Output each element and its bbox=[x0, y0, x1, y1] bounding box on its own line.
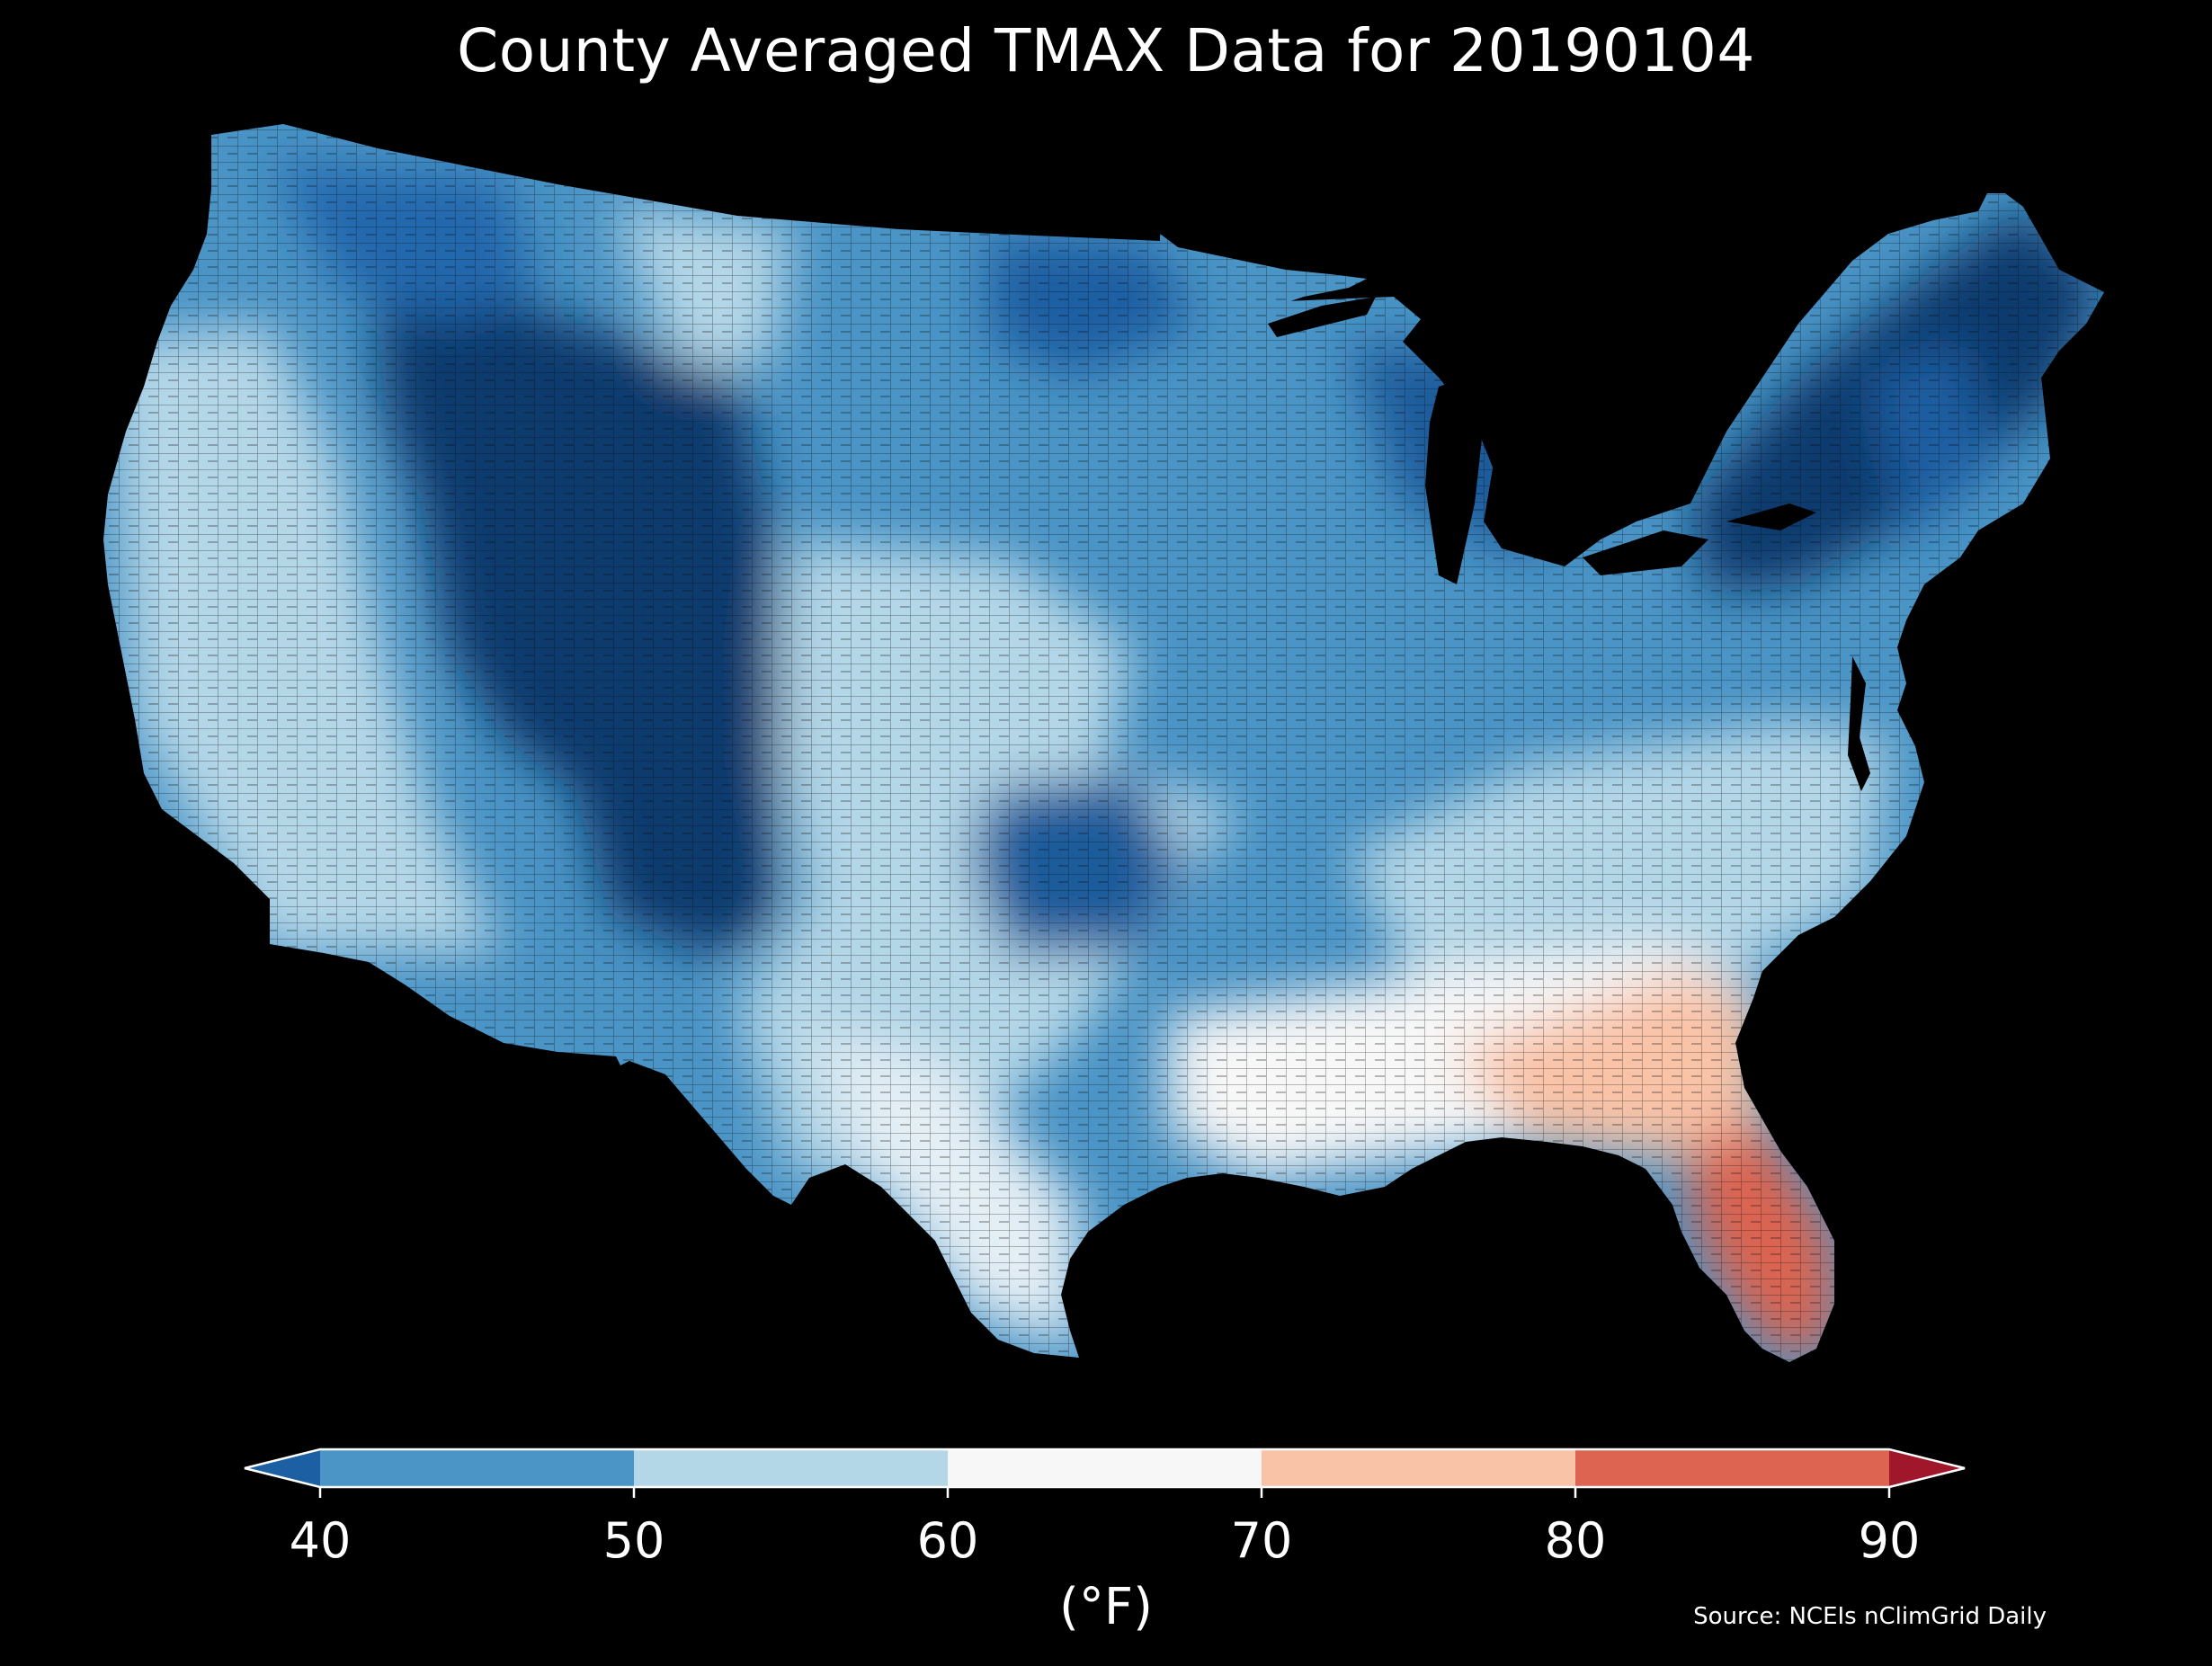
colorbar-tick-50: 50 bbox=[602, 1512, 665, 1569]
colorbar-extend-high bbox=[1889, 1449, 1965, 1487]
source-credit: Source: NCEIs nClimGrid Daily bbox=[1693, 1603, 2047, 1630]
great-lakes bbox=[1268, 297, 1816, 584]
colorbar-units-label: (°F) bbox=[1059, 1578, 1153, 1636]
chesapeake-bay bbox=[1848, 656, 1870, 791]
colorbar-extend-low bbox=[245, 1449, 320, 1487]
colorbar-bin-80-90 bbox=[1575, 1449, 1889, 1487]
colorbar-bin-70-80 bbox=[1262, 1449, 1575, 1487]
colorbar-tick-60: 60 bbox=[916, 1512, 979, 1569]
colorbar-bin-50-60 bbox=[634, 1449, 948, 1487]
colorbar-tick-90: 90 bbox=[1858, 1512, 1921, 1569]
colorbar-bin-40-50 bbox=[320, 1449, 634, 1487]
colorbar-tick-40: 40 bbox=[289, 1512, 352, 1569]
map-title: County Averaged TMAX Data for 20190104 bbox=[457, 16, 1755, 85]
colorbar-tick-70: 70 bbox=[1230, 1512, 1293, 1569]
colorbar-tick-80: 80 bbox=[1544, 1512, 1607, 1569]
colorbar-bin-60-70 bbox=[948, 1449, 1262, 1487]
